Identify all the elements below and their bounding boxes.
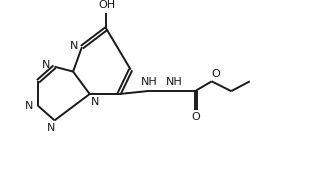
- Text: N: N: [70, 41, 78, 51]
- Text: NH: NH: [141, 77, 158, 87]
- Text: OH: OH: [99, 0, 116, 10]
- Text: N: N: [91, 97, 100, 107]
- Text: O: O: [192, 112, 200, 122]
- Text: N: N: [47, 123, 55, 133]
- Text: N: N: [25, 101, 33, 111]
- Text: O: O: [211, 68, 220, 79]
- Text: N: N: [42, 60, 50, 70]
- Text: NH: NH: [166, 77, 183, 87]
